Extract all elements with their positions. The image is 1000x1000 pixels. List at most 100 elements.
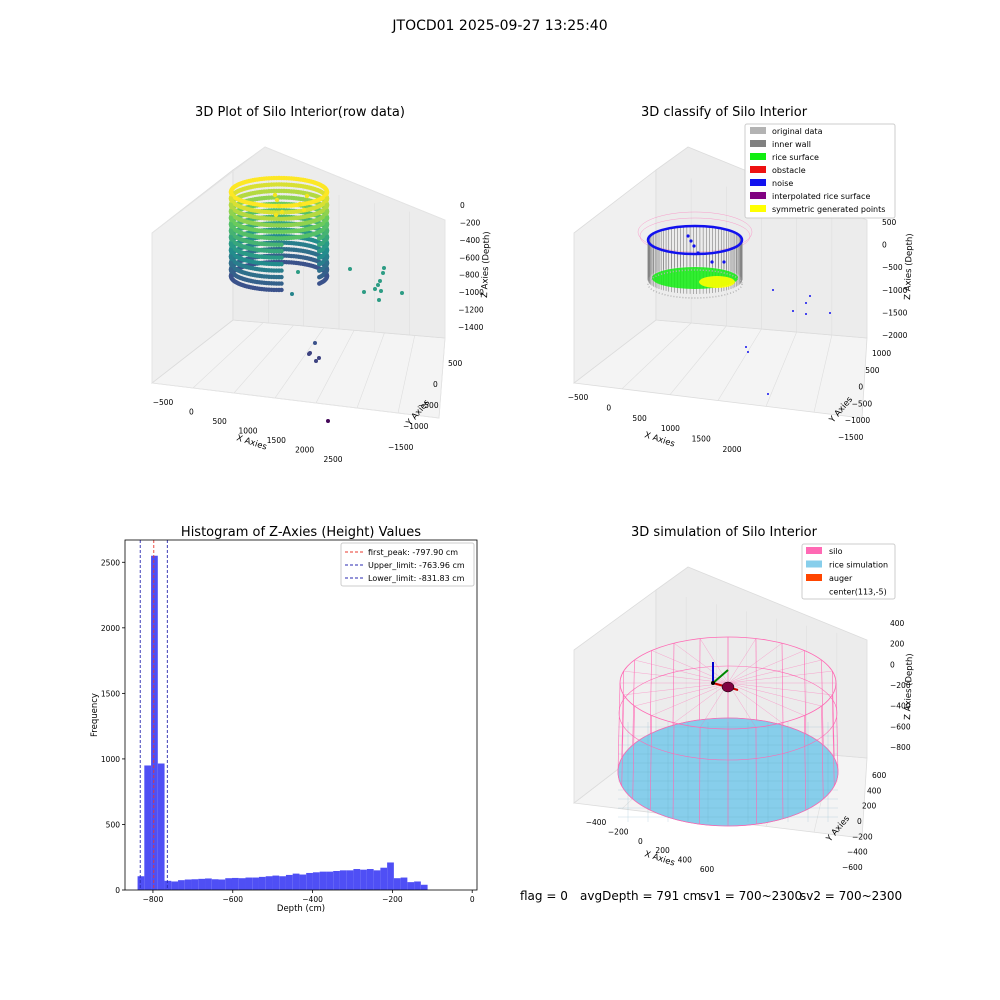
gridline [397,335,416,414]
x-tick-label: −500 [153,398,174,407]
silo-wall-line [821,705,824,800]
panel4-z-label: Z Axies (Depth) [903,653,915,720]
raw-point [228,273,234,279]
raw-point [400,291,404,295]
histogram-bar [252,877,259,890]
histogram-bar [414,881,421,890]
panel3-title: Histogram of Z-Axies (Height) Values [181,525,421,540]
x-tick-label: 1500 [267,436,286,445]
raw-point [274,197,280,203]
legend-swatch [750,179,766,186]
y-tick-label: 1000 [872,349,891,358]
z-tick-label: 400 [890,619,905,628]
silo-roof-line [673,643,729,684]
histogram-bar [420,884,428,890]
noise-point [772,289,774,291]
silo-wall-line [781,643,784,726]
silo-wall-line [821,659,824,746]
z-tick-label: −600 [459,253,480,262]
panel4-legend: silo rice simulation auger center(113,-5) [801,543,896,600]
figure-title: JTOCD01 2025-09-27 13:25:40 [392,18,608,34]
y-tick-label: 0 [858,383,863,392]
noise-point [805,302,807,304]
raw-point [273,212,279,218]
z-tick-label: −2000 [882,331,908,340]
histogram-reference-lines [139,540,168,890]
raw-point [276,203,282,209]
silo-wall-line [755,638,757,720]
panel2-legend: original data inner wall rice surface obsta… [744,123,896,219]
y-tick-label: 0 [857,817,862,826]
histogram-axes-frame [124,539,478,891]
histogram-bar [272,875,280,890]
y-tick-label: −500 [418,401,439,410]
center-point [711,681,715,685]
raw-point [279,209,285,215]
z-tick-label: −200 [890,681,911,690]
z-tick-label: −400 [459,236,480,245]
panel1-x-label: X Axies [235,433,268,452]
histogram-bar [258,876,266,890]
histogram-bar [319,871,327,890]
histogram-bar [211,879,219,890]
raw-point [317,242,322,248]
status-avg-depth: avgDepth = 791 cm [580,889,702,903]
silo-roof-line [623,682,729,696]
legend-label: rice simulation [829,561,888,570]
gridline [669,325,727,395]
histogram-bar [380,867,388,890]
y-tick-label: −1500 [838,433,864,442]
raw-point [376,283,380,287]
raw-point [296,270,300,274]
raw-point [317,274,322,280]
raw-point [228,254,234,259]
legend-swatch [806,574,822,581]
histogram-bar [333,870,340,890]
histogram-bar [164,880,172,890]
legend-swatch [750,205,766,212]
raw-point [379,289,383,293]
raw-point [228,247,234,253]
raw-point [317,255,322,260]
panel4-y-ticks: 600 400 2000 −200 −400 −600 [842,771,887,872]
histogram-bar [306,872,313,890]
histogram-bar [157,763,165,890]
histogram-bar [198,878,206,890]
histogram-bar [299,874,307,890]
x-tick-label: −200 [608,827,629,836]
x-tick-label: −400 [586,818,607,827]
raw-point [381,271,385,275]
panel1-z-label: Z Axies (Depth) [480,231,492,298]
silo-wall-line [781,722,784,819]
raw-point [382,266,386,270]
x-tick-label: 2000 [722,445,741,454]
z-tick-label: −1500 [882,308,908,317]
silo-wall-line [632,705,635,800]
histogram-bar [137,876,145,890]
x-tick-label: 1000 [238,427,257,436]
gridline [765,331,797,407]
raw-point [326,419,330,423]
gridline [233,324,294,394]
y-tick-label: 1500 [101,689,120,698]
legend-label: obstacle [772,166,806,175]
histogram-bar [400,877,408,890]
raw-point [317,249,322,254]
silo-roof-line [727,638,757,684]
noise-point [696,251,700,255]
silo-roof-line [651,682,729,716]
raw-point [228,202,234,208]
histogram-bar [238,878,246,890]
raw-point [301,207,307,213]
silo-wall-line [832,671,835,759]
histogram-bar [292,873,300,890]
silo-roof-line [623,670,729,684]
noise-point [745,346,747,348]
panel2-title: 3D classify of Silo Interior [641,105,808,120]
legend-label: original data [772,127,823,136]
status-flag: flag = 0 [520,889,568,903]
legend-label: silo [829,547,843,556]
legend-label: noise [772,179,793,188]
silo-roof-line [634,682,729,707]
